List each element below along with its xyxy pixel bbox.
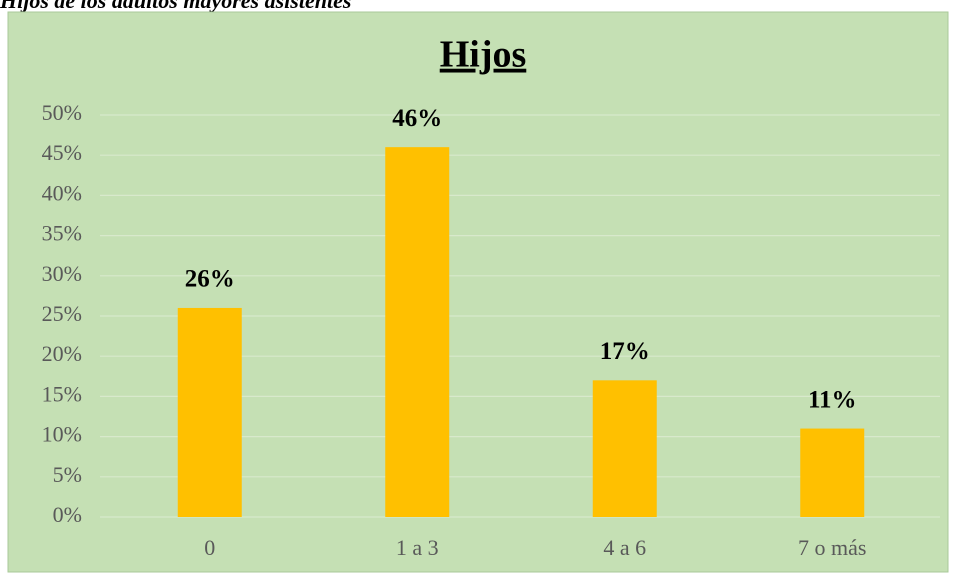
chart-background — [7, 11, 949, 573]
caption: Hijos de los adultos mayores asistentes — [0, 0, 351, 13]
x-tick-label: 1 a 3 — [396, 535, 439, 560]
y-tick-label: 40% — [42, 180, 82, 205]
value-label: 11% — [808, 386, 857, 413]
bar — [177, 307, 242, 517]
chart-title: Hijos — [440, 34, 527, 76]
value-label: 26% — [185, 266, 235, 293]
y-tick-label: 5% — [53, 462, 82, 487]
y-tick-label: 0% — [53, 502, 82, 527]
y-tick-label: 45% — [42, 140, 82, 165]
y-tick-label: 30% — [42, 261, 82, 286]
x-tick-label: 0 — [204, 535, 215, 560]
x-tick-label: 4 a 6 — [603, 535, 646, 560]
y-tick-label: 35% — [42, 221, 82, 246]
y-tick-label: 10% — [42, 422, 82, 447]
y-tick-label: 15% — [42, 381, 82, 406]
y-tick-label: 20% — [42, 341, 82, 366]
value-label: 46% — [392, 105, 442, 132]
bar — [592, 380, 657, 517]
y-tick-label: 25% — [42, 301, 82, 326]
y-tick-label: 50% — [42, 100, 82, 125]
value-label: 17% — [600, 338, 650, 365]
x-tick-label: 7 o más — [798, 535, 866, 560]
bar — [800, 428, 865, 517]
bar — [385, 147, 450, 517]
